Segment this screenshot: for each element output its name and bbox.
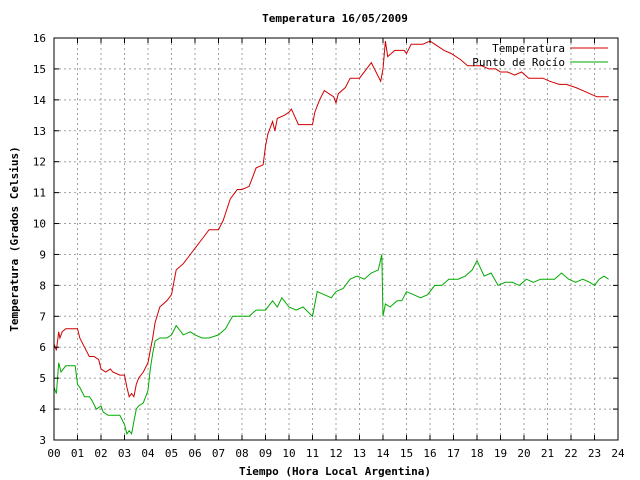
y-tick-label: 8	[39, 279, 46, 292]
x-tick-label: 21	[541, 447, 554, 460]
series-line-punto-de-rocio	[53, 254, 609, 435]
x-tick-label: 10	[282, 447, 295, 460]
gridlines	[54, 38, 618, 440]
x-tick-label: 12	[329, 447, 342, 460]
y-tick-label: 4	[39, 403, 46, 416]
x-tick-label: 15	[400, 447, 413, 460]
x-tick-label: 00	[47, 447, 60, 460]
y-axis-label: Temperatura (Grados Celsius)	[8, 146, 21, 331]
y-tick-label: 7	[39, 310, 46, 323]
chart-title: Temperatura 16/05/2009	[262, 12, 408, 25]
y-tick-label: 11	[33, 187, 46, 200]
x-tick-label: 08	[235, 447, 248, 460]
y-tick-label: 14	[33, 94, 47, 107]
x-tick-label: 22	[564, 447, 577, 460]
x-tick-label: 19	[494, 447, 507, 460]
series-line-temperatura	[53, 40, 609, 398]
y-tick-label: 16	[33, 32, 46, 45]
x-tick-label: 14	[376, 447, 390, 460]
y-tick-label: 10	[33, 218, 46, 231]
y-tick-labels: 3 4 5 6 7 8 9 10 11 12 13 14 15 16	[33, 32, 47, 447]
x-tick-label: 13	[353, 447, 366, 460]
x-axis-label: Tiempo (Hora Local Argentina)	[239, 465, 431, 478]
y-tick-label: 6	[39, 341, 46, 354]
x-tick-label: 24	[611, 447, 625, 460]
x-tick-label: 03	[118, 447, 131, 460]
x-tick-label: 18	[470, 447, 483, 460]
y-tick-label: 12	[33, 156, 46, 169]
y-tick-label: 9	[39, 248, 46, 261]
x-tick-labels: 00 01 02 03 04 05 06 07 08 09 10 11 12 13 14 15 16 17 18 19…	[47, 447, 625, 460]
x-tick-label: 11	[306, 447, 319, 460]
x-tick-label: 20	[517, 447, 530, 460]
y-tick-label: 3	[39, 434, 46, 447]
x-tick-label: 07	[212, 447, 225, 460]
x-tick-label: 09	[259, 447, 272, 460]
x-tick-label: 02	[94, 447, 107, 460]
legend: Temperatura Punto de Rocío	[472, 42, 608, 69]
x-tick-label: 16	[423, 447, 436, 460]
x-tick-label: 01	[71, 447, 84, 460]
legend-label-punto-de-rocio: Punto de Rocío	[472, 56, 565, 69]
x-tick-label: 17	[447, 447, 460, 460]
axis-ticks	[53, 37, 619, 441]
x-tick-label: 05	[165, 447, 178, 460]
x-tick-label: 04	[141, 447, 155, 460]
legend-label-temperatura: Temperatura	[492, 42, 565, 55]
y-tick-label: 5	[39, 372, 46, 385]
y-tick-label: 15	[33, 63, 46, 76]
series-lines	[53, 40, 609, 435]
y-tick-label: 13	[33, 125, 46, 138]
x-tick-label: 06	[188, 447, 201, 460]
x-tick-label: 23	[588, 447, 601, 460]
